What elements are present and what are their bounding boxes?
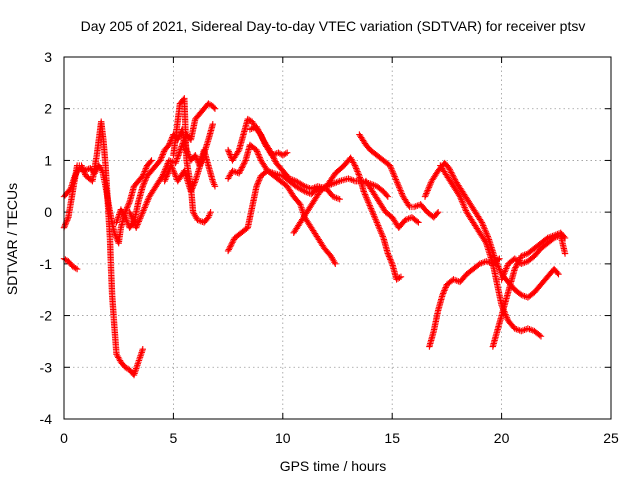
chart-title: Day 205 of 2021, Sidereal Day-to-day VTE… (81, 18, 586, 34)
marker-trace (356, 131, 442, 221)
x-tick-label: 20 (494, 430, 510, 446)
series-arc-7 (170, 95, 214, 226)
series-arc-14 (362, 177, 422, 231)
series-arc-18 (489, 229, 569, 350)
marker-trace (60, 118, 146, 379)
plot-frame (63, 56, 612, 420)
y-tick-label: 3 (44, 49, 52, 65)
marker-trace (426, 255, 503, 350)
series-arc-17 (437, 162, 545, 340)
marker-trace (290, 154, 405, 283)
y-tick-label: 1 (44, 152, 52, 168)
marker-trace (362, 177, 422, 231)
marker-trace (246, 123, 343, 203)
y-axis-label: SDTVAR / TECUs (4, 183, 20, 295)
y-tick-label: -4 (40, 411, 53, 427)
tick-labels: 0 5 10 15 20 25 -4 -3 -2 -1 0 1 2 3 (40, 49, 619, 446)
series-arc-13 (356, 131, 442, 221)
x-tick-label: 25 (603, 430, 619, 446)
x-tick-label: 0 (60, 430, 68, 446)
marker-trace (170, 95, 214, 226)
y-tick-label: -2 (40, 308, 53, 324)
series-arc-15 (426, 255, 503, 350)
series-arc-12 (290, 154, 405, 283)
x-tick-label: 5 (170, 430, 178, 446)
y-tick-label: 2 (44, 101, 52, 117)
marker-trace (224, 141, 339, 268)
marker-trace (421, 159, 562, 301)
series-arc-16 (421, 159, 562, 301)
x-tick-label: 10 (275, 430, 291, 446)
y-tick-label: 0 (44, 204, 52, 220)
series-arc-10 (224, 141, 339, 268)
marker-trace (437, 162, 545, 340)
y-tick-label: -3 (40, 359, 53, 375)
data-markers (60, 95, 569, 379)
series-arc-2 (60, 118, 146, 379)
grid (64, 57, 611, 419)
x-tick-label: 15 (384, 430, 400, 446)
series-arc-19 (498, 232, 569, 283)
marker-trace (489, 229, 569, 350)
axis-ticks (63, 56, 612, 420)
y-tick-label: -1 (40, 256, 53, 272)
marker-trace (498, 232, 569, 283)
x-axis-label: GPS time / hours (280, 458, 387, 474)
series-arc-11 (246, 123, 343, 203)
